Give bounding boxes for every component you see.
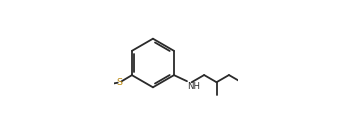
Text: NH: NH: [188, 82, 201, 91]
Text: S: S: [116, 78, 122, 87]
